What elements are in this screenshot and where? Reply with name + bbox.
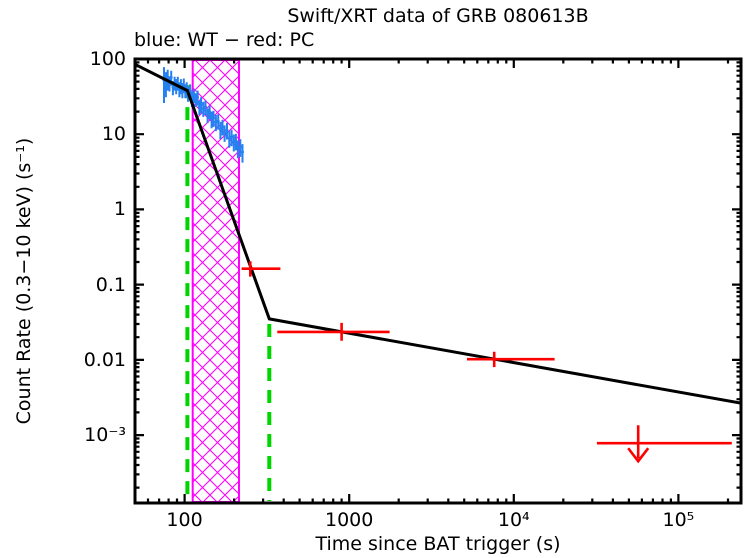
axis-ticks	[135, 57, 741, 503]
x-tick-label: 10⁵	[662, 509, 695, 531]
y-axis-label: Count Rate (0.3−10 keV) (s⁻¹)	[13, 137, 35, 425]
x-axis-label: Time since BAT trigger (s)	[315, 533, 561, 555]
y-tick-label: 10	[101, 123, 126, 146]
pc-data-point-2	[277, 322, 390, 341]
x-tick-label: 100	[166, 509, 203, 531]
chart-title: Swift/XRT data of GRB 080613B	[287, 5, 589, 27]
axes-frame	[133, 57, 743, 505]
y-tick-label: 10⁻³	[84, 424, 126, 447]
y-tick-label: 0.1	[95, 273, 126, 296]
down-arrow-icon	[627, 425, 650, 464]
pc-data-point-3	[467, 351, 555, 368]
x-tick-label: 1000	[324, 509, 374, 531]
y-tick-label: 100	[89, 48, 126, 70]
pc-data-point-1	[241, 261, 281, 277]
pc-upper-limit	[596, 425, 732, 464]
model-fit-line	[135, 62, 741, 405]
y-tick-label: 1	[113, 198, 126, 221]
y-tick-label: 0.01	[83, 348, 126, 371]
x-tick-label: 10⁴	[497, 509, 530, 531]
chart-legend: blue: WT − red: PC	[134, 29, 315, 51]
